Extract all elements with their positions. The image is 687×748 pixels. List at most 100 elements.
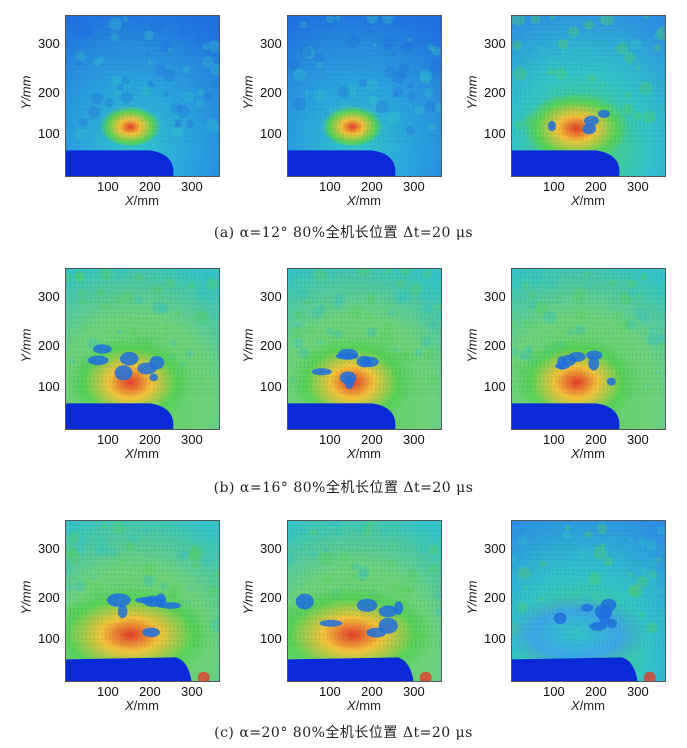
y-axis-label: Y/mm [464, 328, 480, 363]
x-axis-label: X/mm [347, 698, 381, 713]
y-axis-label: Y/mm [464, 580, 480, 615]
x-axis-label: X/mm [125, 193, 159, 208]
y-axis-label: Y/mm [18, 580, 34, 615]
wing-section [66, 150, 174, 176]
wing-section [288, 657, 414, 681]
x-tick-label: 300 [403, 179, 425, 194]
y-tick-label: 200 [260, 338, 282, 353]
x-tick-label: 100 [319, 684, 341, 699]
y-tick-label: 200 [260, 590, 282, 605]
wing-section [288, 150, 396, 176]
y-tick-label: 300 [38, 289, 60, 304]
y-tick-label: 200 [260, 85, 282, 100]
wing-section [288, 403, 396, 429]
y-tick-label: 100 [484, 126, 506, 141]
x-axis-label: X/mm [347, 193, 381, 208]
y-tick-label: 200 [484, 590, 506, 605]
x-axis-label: X/mm [125, 698, 159, 713]
x-tick-label: 300 [403, 684, 425, 699]
vortex-region [512, 590, 650, 669]
y-axis-label: Y/mm [18, 75, 34, 110]
x-tick-label: 200 [585, 179, 607, 194]
vortex-region [321, 103, 384, 146]
x-tick-label: 200 [139, 684, 161, 699]
y-tick-label: 300 [484, 541, 506, 556]
y-tick-label: 100 [484, 631, 506, 646]
x-tick-label: 200 [139, 432, 161, 447]
velocity-field-plot [287, 268, 442, 430]
y-axis-label: Y/mm [464, 75, 480, 110]
wing-section [512, 657, 638, 681]
wing-section [66, 657, 192, 681]
velocity-field-plot [287, 520, 442, 682]
x-axis-label: X/mm [571, 446, 605, 461]
y-tick-label: 100 [484, 379, 506, 394]
wing-section [66, 403, 174, 429]
y-tick-label: 100 [260, 379, 282, 394]
y-tick-label: 200 [38, 85, 60, 100]
y-tick-label: 200 [484, 85, 506, 100]
velocity-field-plot [511, 520, 666, 682]
y-tick-label: 200 [484, 338, 506, 353]
vortex-region [68, 332, 192, 423]
x-tick-label: 300 [181, 684, 203, 699]
x-tick-label: 300 [627, 179, 649, 194]
y-tick-label: 100 [260, 631, 282, 646]
y-axis-label: Y/mm [240, 328, 256, 363]
caption-b: (b) α=16° 80%全机长位置 Δt=20 μs [213, 480, 474, 496]
caption-c: (c) α=20° 80%全机长位置 Δt=20 μs [214, 725, 473, 741]
y-tick-label: 100 [38, 631, 60, 646]
y-tick-label: 300 [484, 289, 506, 304]
velocity-field-plot [511, 268, 666, 430]
y-axis-label: Y/mm [240, 580, 256, 615]
wing-section [512, 150, 620, 176]
x-tick-label: 100 [543, 432, 565, 447]
y-tick-label: 300 [38, 36, 60, 51]
y-tick-label: 300 [484, 36, 506, 51]
y-tick-label: 300 [260, 36, 282, 51]
y-tick-label: 300 [260, 541, 282, 556]
x-tick-label: 100 [97, 684, 119, 699]
x-axis-label: X/mm [571, 193, 605, 208]
x-tick-label: 300 [181, 179, 203, 194]
x-tick-label: 200 [361, 432, 383, 447]
x-tick-label: 300 [181, 432, 203, 447]
x-tick-label: 200 [361, 179, 383, 194]
wing-section [512, 403, 620, 429]
y-tick-label: 100 [38, 126, 60, 141]
x-tick-label: 200 [585, 684, 607, 699]
velocity-field-plot [65, 520, 220, 682]
x-tick-label: 100 [97, 179, 119, 194]
velocity-field-plot [65, 15, 220, 177]
x-axis-label: X/mm [571, 698, 605, 713]
x-tick-label: 100 [319, 179, 341, 194]
x-tick-label: 300 [403, 432, 425, 447]
x-tick-label: 100 [543, 179, 565, 194]
x-tick-label: 200 [585, 432, 607, 447]
y-axis-label: Y/mm [240, 75, 256, 110]
caption-a: (a) α=12° 80%全机长位置 Δt=20 μs [213, 225, 474, 241]
velocity-field-plot [511, 15, 666, 177]
x-axis-label: X/mm [347, 446, 381, 461]
field-background [288, 16, 441, 176]
y-tick-label: 300 [260, 289, 282, 304]
x-tick-label: 200 [139, 179, 161, 194]
y-tick-label: 200 [38, 590, 60, 605]
x-axis-label: X/mm [125, 446, 159, 461]
y-tick-label: 100 [38, 379, 60, 394]
vortex-region [514, 332, 638, 423]
y-tick-label: 100 [260, 126, 282, 141]
x-tick-label: 100 [97, 432, 119, 447]
x-tick-label: 200 [361, 684, 383, 699]
field-background [66, 16, 219, 176]
y-axis-label: Y/mm [18, 328, 34, 363]
y-tick-label: 300 [38, 541, 60, 556]
x-tick-label: 300 [627, 684, 649, 699]
velocity-field-plot [65, 268, 220, 430]
velocity-field-plot [287, 15, 442, 177]
vortex-region [99, 103, 162, 146]
y-tick-label: 200 [38, 338, 60, 353]
x-tick-label: 300 [627, 432, 649, 447]
x-tick-label: 100 [319, 432, 341, 447]
vortex-region [523, 88, 630, 161]
